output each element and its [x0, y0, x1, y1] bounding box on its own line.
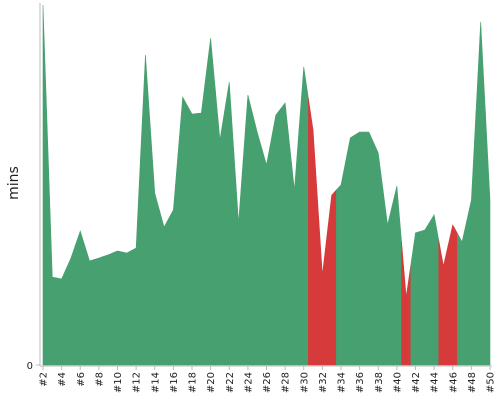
area-slice: [159, 209, 170, 366]
area-slice: [382, 188, 393, 366]
x-tick-label: #34: [337, 372, 348, 393]
x-tick-label: #50: [486, 372, 497, 393]
area-slice: [65, 244, 76, 366]
x-tick-label: #16: [169, 372, 180, 393]
x-tick-label: #24: [243, 372, 254, 393]
x-tick-label: #10: [113, 372, 124, 393]
area-slice: [42, 4, 48, 366]
area-slice: [345, 134, 356, 366]
area-slice: [233, 152, 244, 366]
x-tick-label: #4: [57, 372, 68, 387]
y-axis-title: mins: [6, 166, 22, 200]
area-slice: [252, 113, 263, 366]
x-tick-label: #22: [225, 372, 236, 393]
x-tick-label: #44: [430, 372, 441, 393]
area-slice: [410, 231, 421, 366]
x-tick-label: #30: [299, 372, 310, 393]
x-tick-label: #2: [39, 372, 50, 387]
x-tick-label: #8: [94, 372, 105, 387]
x-tick-label: #28: [281, 372, 292, 393]
area-slice: [475, 21, 486, 366]
area-slice: [84, 245, 95, 366]
area-slice: [56, 268, 67, 366]
x-tick-label: #46: [448, 372, 459, 393]
area-slice: [308, 98, 319, 366]
area-slice: [270, 108, 281, 366]
x-tick-label: #38: [374, 372, 385, 393]
area-slice: [140, 55, 151, 366]
area-slice: [205, 38, 216, 366]
area-slice: [289, 128, 300, 366]
area-slice: [466, 111, 477, 366]
x-tick-label: #18: [188, 372, 199, 393]
area-slice: [187, 105, 197, 366]
area-slice: [177, 96, 188, 366]
area-slice: [47, 141, 58, 366]
area-slice: [447, 224, 458, 366]
area-slice: [298, 66, 309, 366]
y-tick-label: 0: [27, 361, 33, 372]
area-slice: [75, 230, 86, 366]
x-tick-label: #42: [411, 372, 422, 393]
x-tick-label: #14: [150, 372, 161, 393]
area-slice: [485, 111, 491, 366]
area-slice: [112, 250, 123, 366]
area-slice: [131, 151, 142, 366]
x-tick-label: #20: [206, 372, 217, 393]
area-slice: [373, 142, 384, 366]
x-tick-label: #36: [355, 372, 366, 393]
x-tick-label: #48: [467, 372, 478, 393]
area-slice: [242, 94, 253, 366]
area-slice: [326, 189, 337, 366]
area-slice: [224, 81, 235, 366]
area-slice: [261, 139, 272, 366]
area-slice: [196, 75, 207, 366]
area-slice: [401, 241, 412, 366]
area-slice: [363, 131, 374, 366]
x-tick-label: #32: [318, 372, 329, 393]
area-slice: [457, 220, 468, 366]
area-slice: [280, 102, 291, 366]
area-slice: [317, 202, 328, 366]
area-slice: [419, 221, 430, 366]
area-slice: [93, 256, 104, 366]
area-slice: [149, 123, 160, 366]
x-tick-label: #6: [76, 372, 87, 387]
area-slice: [438, 240, 449, 366]
x-tick-label: #12: [132, 372, 143, 393]
area-slice: [121, 250, 132, 366]
x-tick-label: #40: [392, 372, 403, 393]
area-slice: [429, 214, 440, 366]
area-slice: [391, 186, 402, 366]
area-slice: [354, 131, 365, 366]
area-slice: [168, 153, 179, 366]
area-slice: [336, 161, 346, 366]
area-slice: [214, 89, 225, 366]
x-tick-label: #26: [262, 372, 273, 393]
area-slice: [103, 252, 114, 366]
